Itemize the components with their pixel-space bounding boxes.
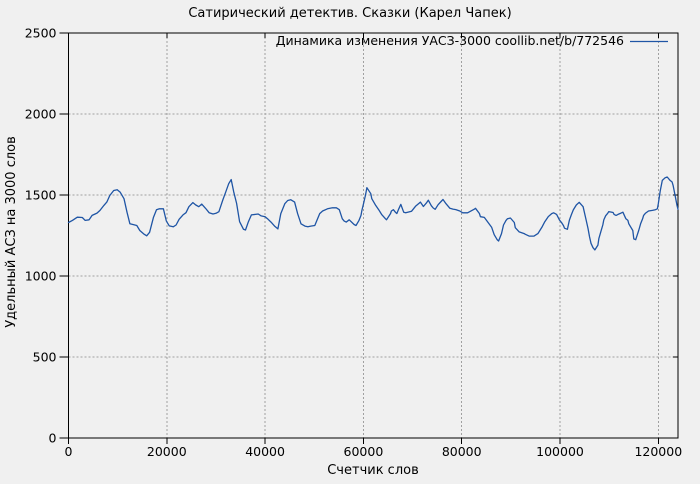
x-tick-label-20000: 20000	[147, 444, 187, 459]
x-tick-label-40000: 40000	[245, 444, 285, 459]
axis-ticks	[59, 32, 678, 444]
y-tick-label-1000: 1000	[25, 269, 57, 284]
y-tick-label-2000: 2000	[25, 107, 57, 122]
x-tick-label-0: 0	[65, 444, 73, 459]
y-tick-label-500: 500	[33, 350, 57, 365]
x-tick-label-120000: 120000	[634, 444, 682, 459]
legend-label: Динамика изменения УАСЗ-3000 coollib.net…	[276, 33, 624, 48]
y-tick-label-2500: 2500	[25, 26, 57, 41]
y-tick-label-1500: 1500	[25, 188, 57, 203]
x-tick-label-60000: 60000	[344, 444, 384, 459]
x-tick-label-100000: 100000	[536, 444, 584, 459]
chart-title: Сатирический детектив. Сказки (Карел Чап…	[188, 6, 511, 21]
x-tick-label-80000: 80000	[442, 444, 482, 459]
x-axis-title: Счетчик слов	[327, 463, 419, 478]
y-tick-label-0: 0	[49, 431, 57, 446]
tick-labels: 0 20000 40000 60000 80000 100000 120000 0 500 100…	[25, 26, 683, 460]
grid-layer	[68, 33, 678, 438]
y-axis-title: Удельный АСЗ на 3000 слов	[4, 136, 19, 328]
data-series-line	[67, 176, 679, 251]
plot-border	[68, 32, 679, 439]
